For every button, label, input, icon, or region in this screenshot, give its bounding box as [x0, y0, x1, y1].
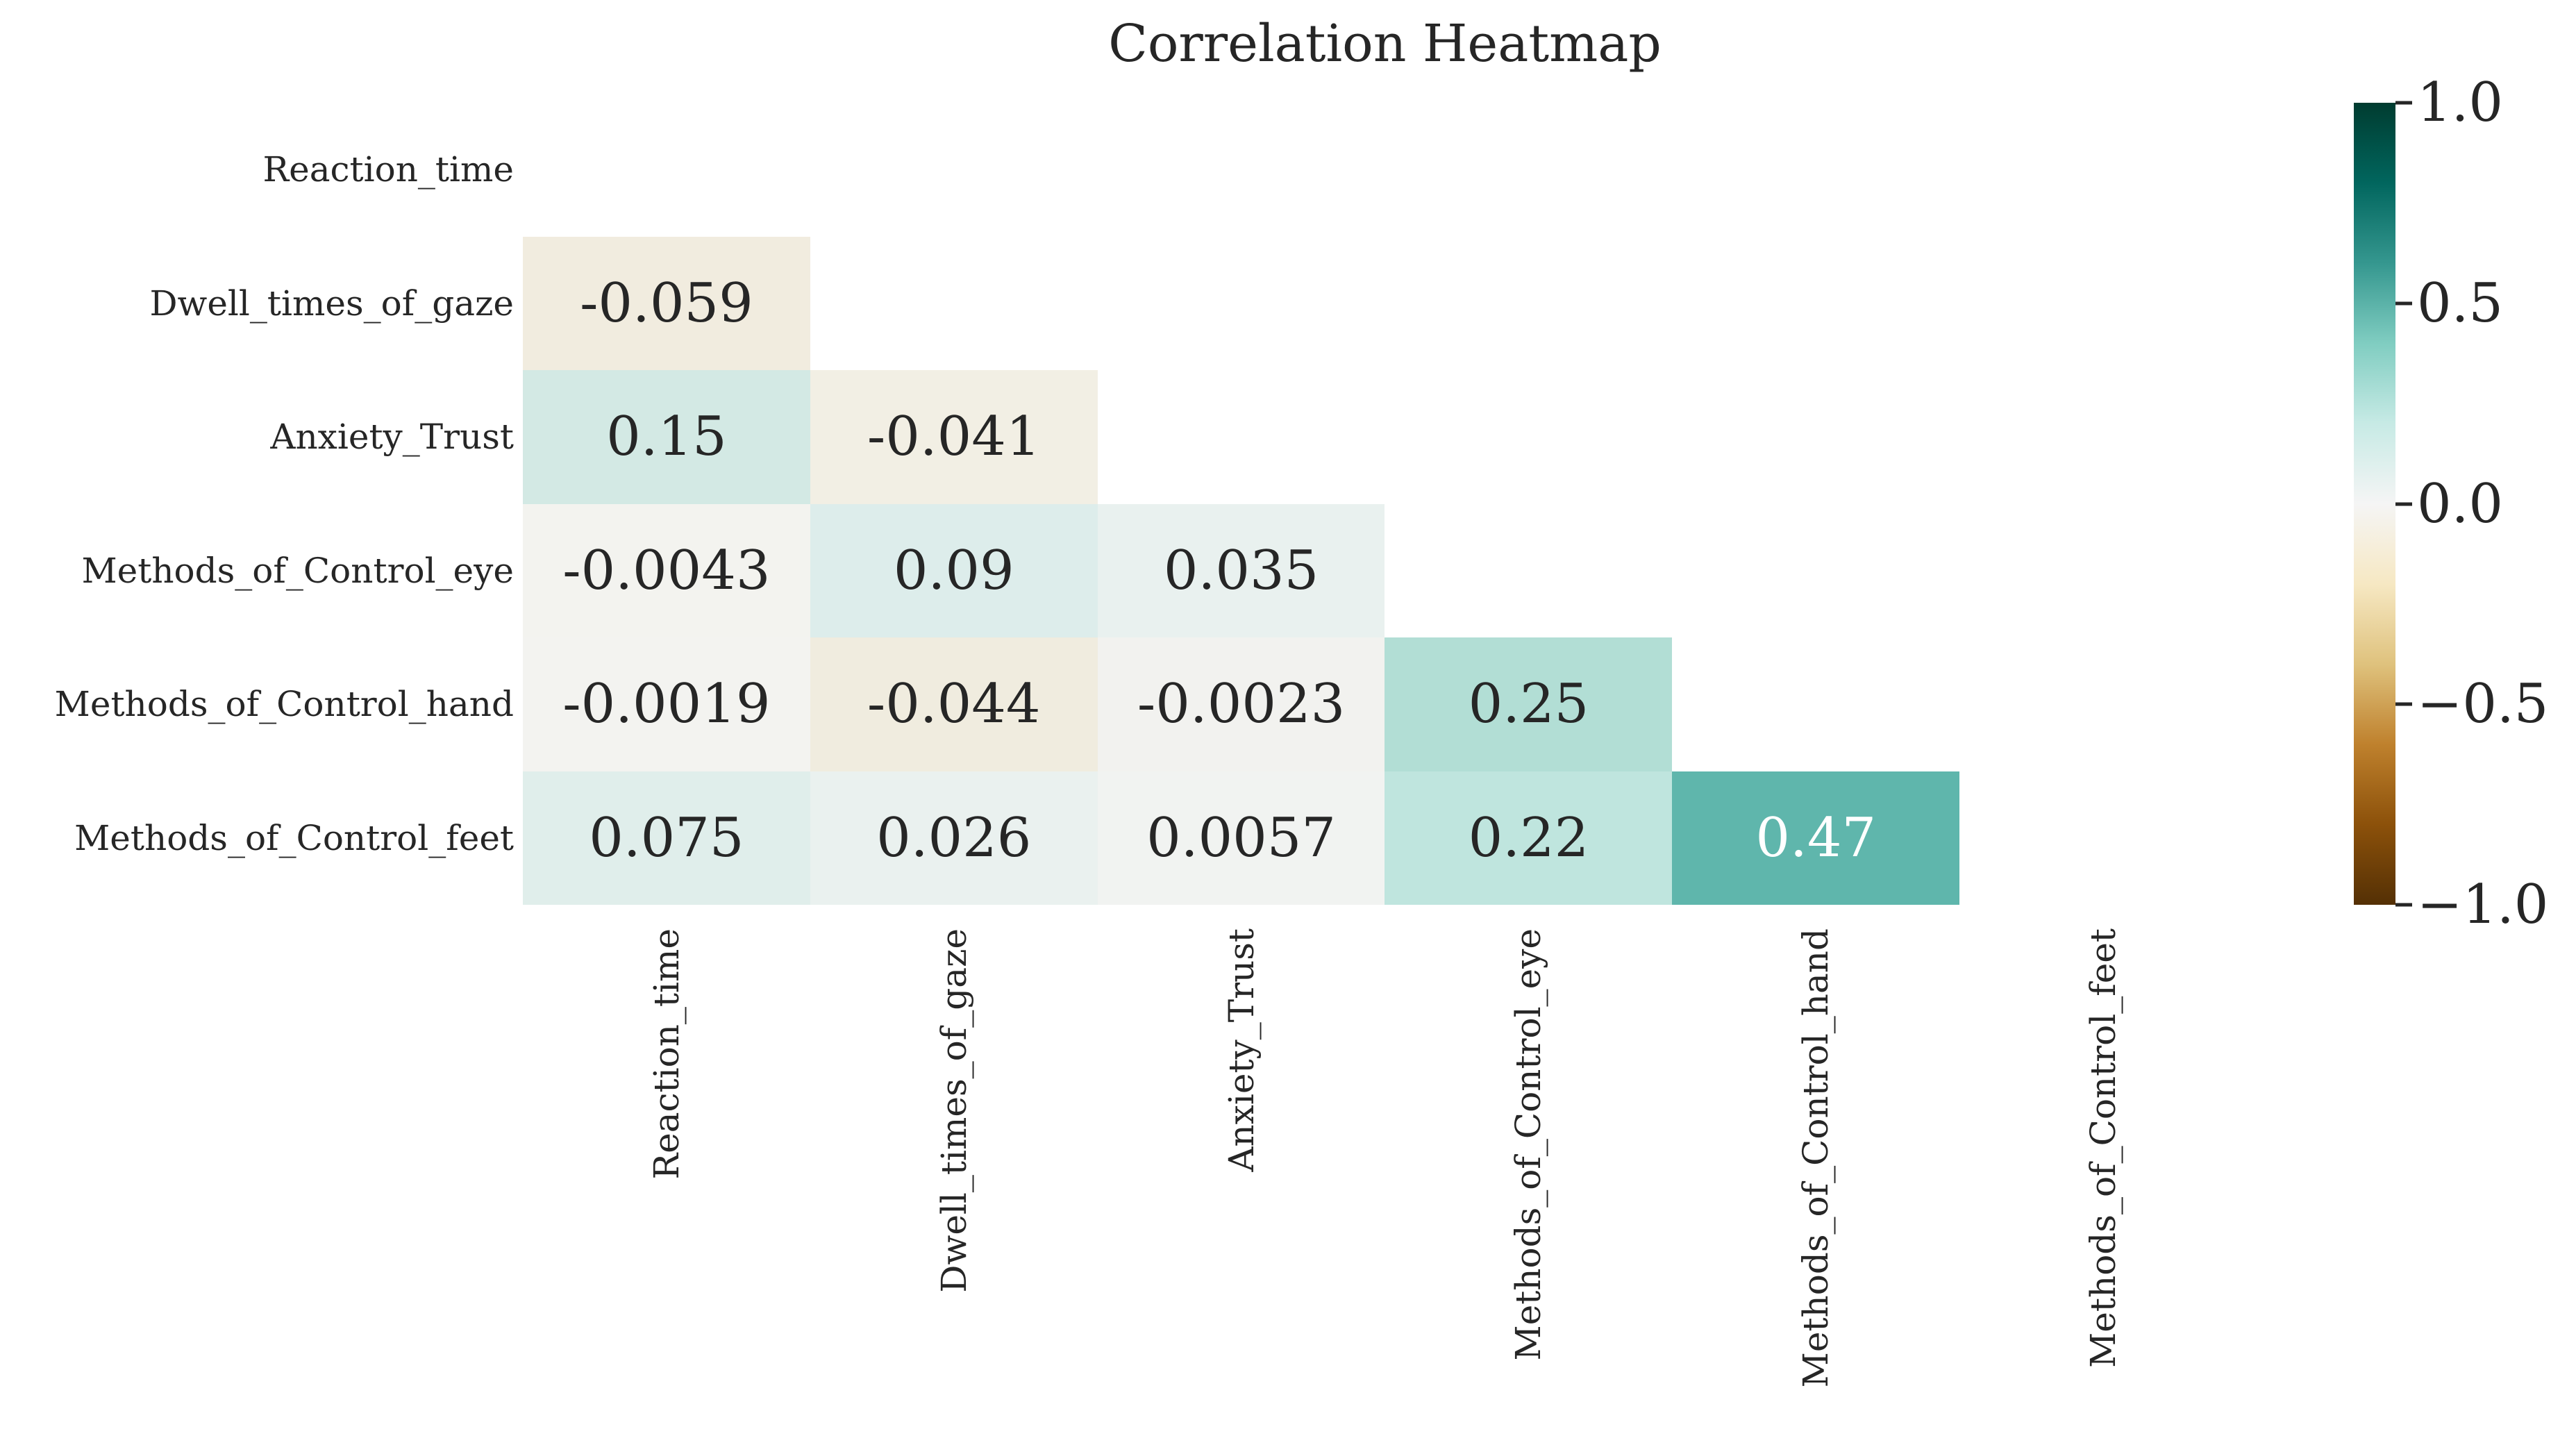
cell-value-label: 0.075	[589, 806, 744, 869]
colorbar-tick-label-0.5: 0.5	[2417, 272, 2504, 335]
cell-value-label: -0.0019	[562, 673, 771, 736]
y-tick-label-Reaction_time: Reaction_time	[262, 149, 514, 190]
heatmap-cell-Methods_of_Control_eye-vs-Dwell_times_of_gaze: 0.09	[810, 503, 1098, 637]
heatmap-cell-Methods_of_Control_feet-vs-Methods_of_Control_eye: 0.22	[1385, 771, 1673, 905]
heatmap-cell-Methods_of_Control_feet-vs-Anxiety_Trust: 0.0057	[1097, 771, 1385, 905]
cell-value-label: 0.035	[1163, 539, 1319, 602]
colorbar-tick-mark-1.0	[2395, 101, 2412, 105]
cell-value-label: -0.041	[867, 406, 1041, 469]
y-tick-label-Methods_of_Control_eye: Methods_of_Control_eye	[81, 550, 514, 591]
heatmap-cell-Methods_of_Control_eye-vs-Anxiety_Trust: 0.035	[1097, 503, 1385, 637]
colorbar-tick-mark-0.5	[2395, 301, 2412, 306]
cell-value-label: -0.0043	[562, 539, 771, 602]
cell-value-label: -0.059	[580, 272, 753, 335]
chart-title: Correlation Heatmap	[1108, 14, 1662, 74]
colorbar-tick-label-−1.0: −1.0	[2417, 874, 2549, 936]
cell-value-label: 0.22	[1468, 806, 1589, 869]
y-tick-label-Anxiety_Trust: Anxiety_Trust	[270, 417, 514, 457]
heatmap-cell-Anxiety_Trust-vs-Reaction_time: 0.15	[523, 370, 810, 504]
heatmap-cell-Methods_of_Control_hand-vs-Methods_of_Control_eye: 0.25	[1385, 637, 1673, 771]
colorbar-tick-label-1.0: 1.0	[2417, 72, 2504, 134]
cell-value-label: 0.47	[1755, 806, 1877, 869]
x-tick-label-Anxiety_Trust: Anxiety_Trust	[1221, 928, 1262, 1172]
colorbar-tick-label-−0.5: −0.5	[2417, 673, 2549, 736]
heatmap-cell-Methods_of_Control_eye-vs-Reaction_time: -0.0043	[523, 503, 810, 637]
cell-value-label: 0.25	[1468, 673, 1589, 736]
heatmap-cell-Methods_of_Control_hand-vs-Dwell_times_of_gaze: -0.044	[810, 637, 1098, 771]
heatmap-cell-Methods_of_Control_hand-vs-Reaction_time: -0.0019	[523, 637, 810, 771]
x-tick-label-Methods_of_Control_feet: Methods_of_Control_feet	[2082, 928, 2123, 1368]
colorbar-tick-mark-−1.0	[2395, 903, 2412, 907]
cell-value-label: 0.15	[606, 406, 727, 469]
heatmap-cell-Methods_of_Control_hand-vs-Anxiety_Trust: -0.0023	[1097, 637, 1385, 771]
colorbar-tick-mark-−0.5	[2395, 702, 2412, 706]
x-tick-label-Methods_of_Control_eye: Methods_of_Control_eye	[1508, 928, 1549, 1361]
x-tick-label-Reaction_time: Reaction_time	[646, 928, 687, 1180]
heatmap-cell-Methods_of_Control_feet-vs-Reaction_time: 0.075	[523, 771, 810, 905]
y-tick-label-Methods_of_Control_feet: Methods_of_Control_feet	[74, 817, 514, 858]
x-tick-label-Methods_of_Control_hand: Methods_of_Control_hand	[1795, 928, 1836, 1388]
cell-value-label: 0.09	[893, 539, 1014, 602]
colorbar-tick-mark-0.0	[2395, 502, 2412, 506]
y-tick-label-Dwell_times_of_gaze: Dwell_times_of_gaze	[149, 283, 514, 324]
y-tick-label-Methods_of_Control_hand: Methods_of_Control_hand	[54, 684, 514, 724]
heatmap-cell-Dwell_times_of_gaze-vs-Reaction_time: -0.059	[523, 236, 810, 370]
heatmap-cell-Methods_of_Control_feet-vs-Methods_of_Control_hand: 0.47	[1672, 771, 1960, 905]
heatmap-cell-Anxiety_Trust-vs-Dwell_times_of_gaze: -0.041	[810, 370, 1098, 504]
colorbar	[2354, 103, 2395, 905]
cell-value-label: -0.044	[867, 673, 1041, 736]
cell-value-label: 0.026	[876, 806, 1032, 869]
colorbar-tick-label-0.0: 0.0	[2417, 472, 2504, 535]
cell-value-label: 0.0057	[1146, 806, 1337, 869]
cell-value-label: -0.0023	[1137, 673, 1346, 736]
x-tick-label-Dwell_times_of_gaze: Dwell_times_of_gaze	[933, 928, 974, 1293]
heatmap-cell-Methods_of_Control_feet-vs-Dwell_times_of_gaze: 0.026	[810, 771, 1098, 905]
